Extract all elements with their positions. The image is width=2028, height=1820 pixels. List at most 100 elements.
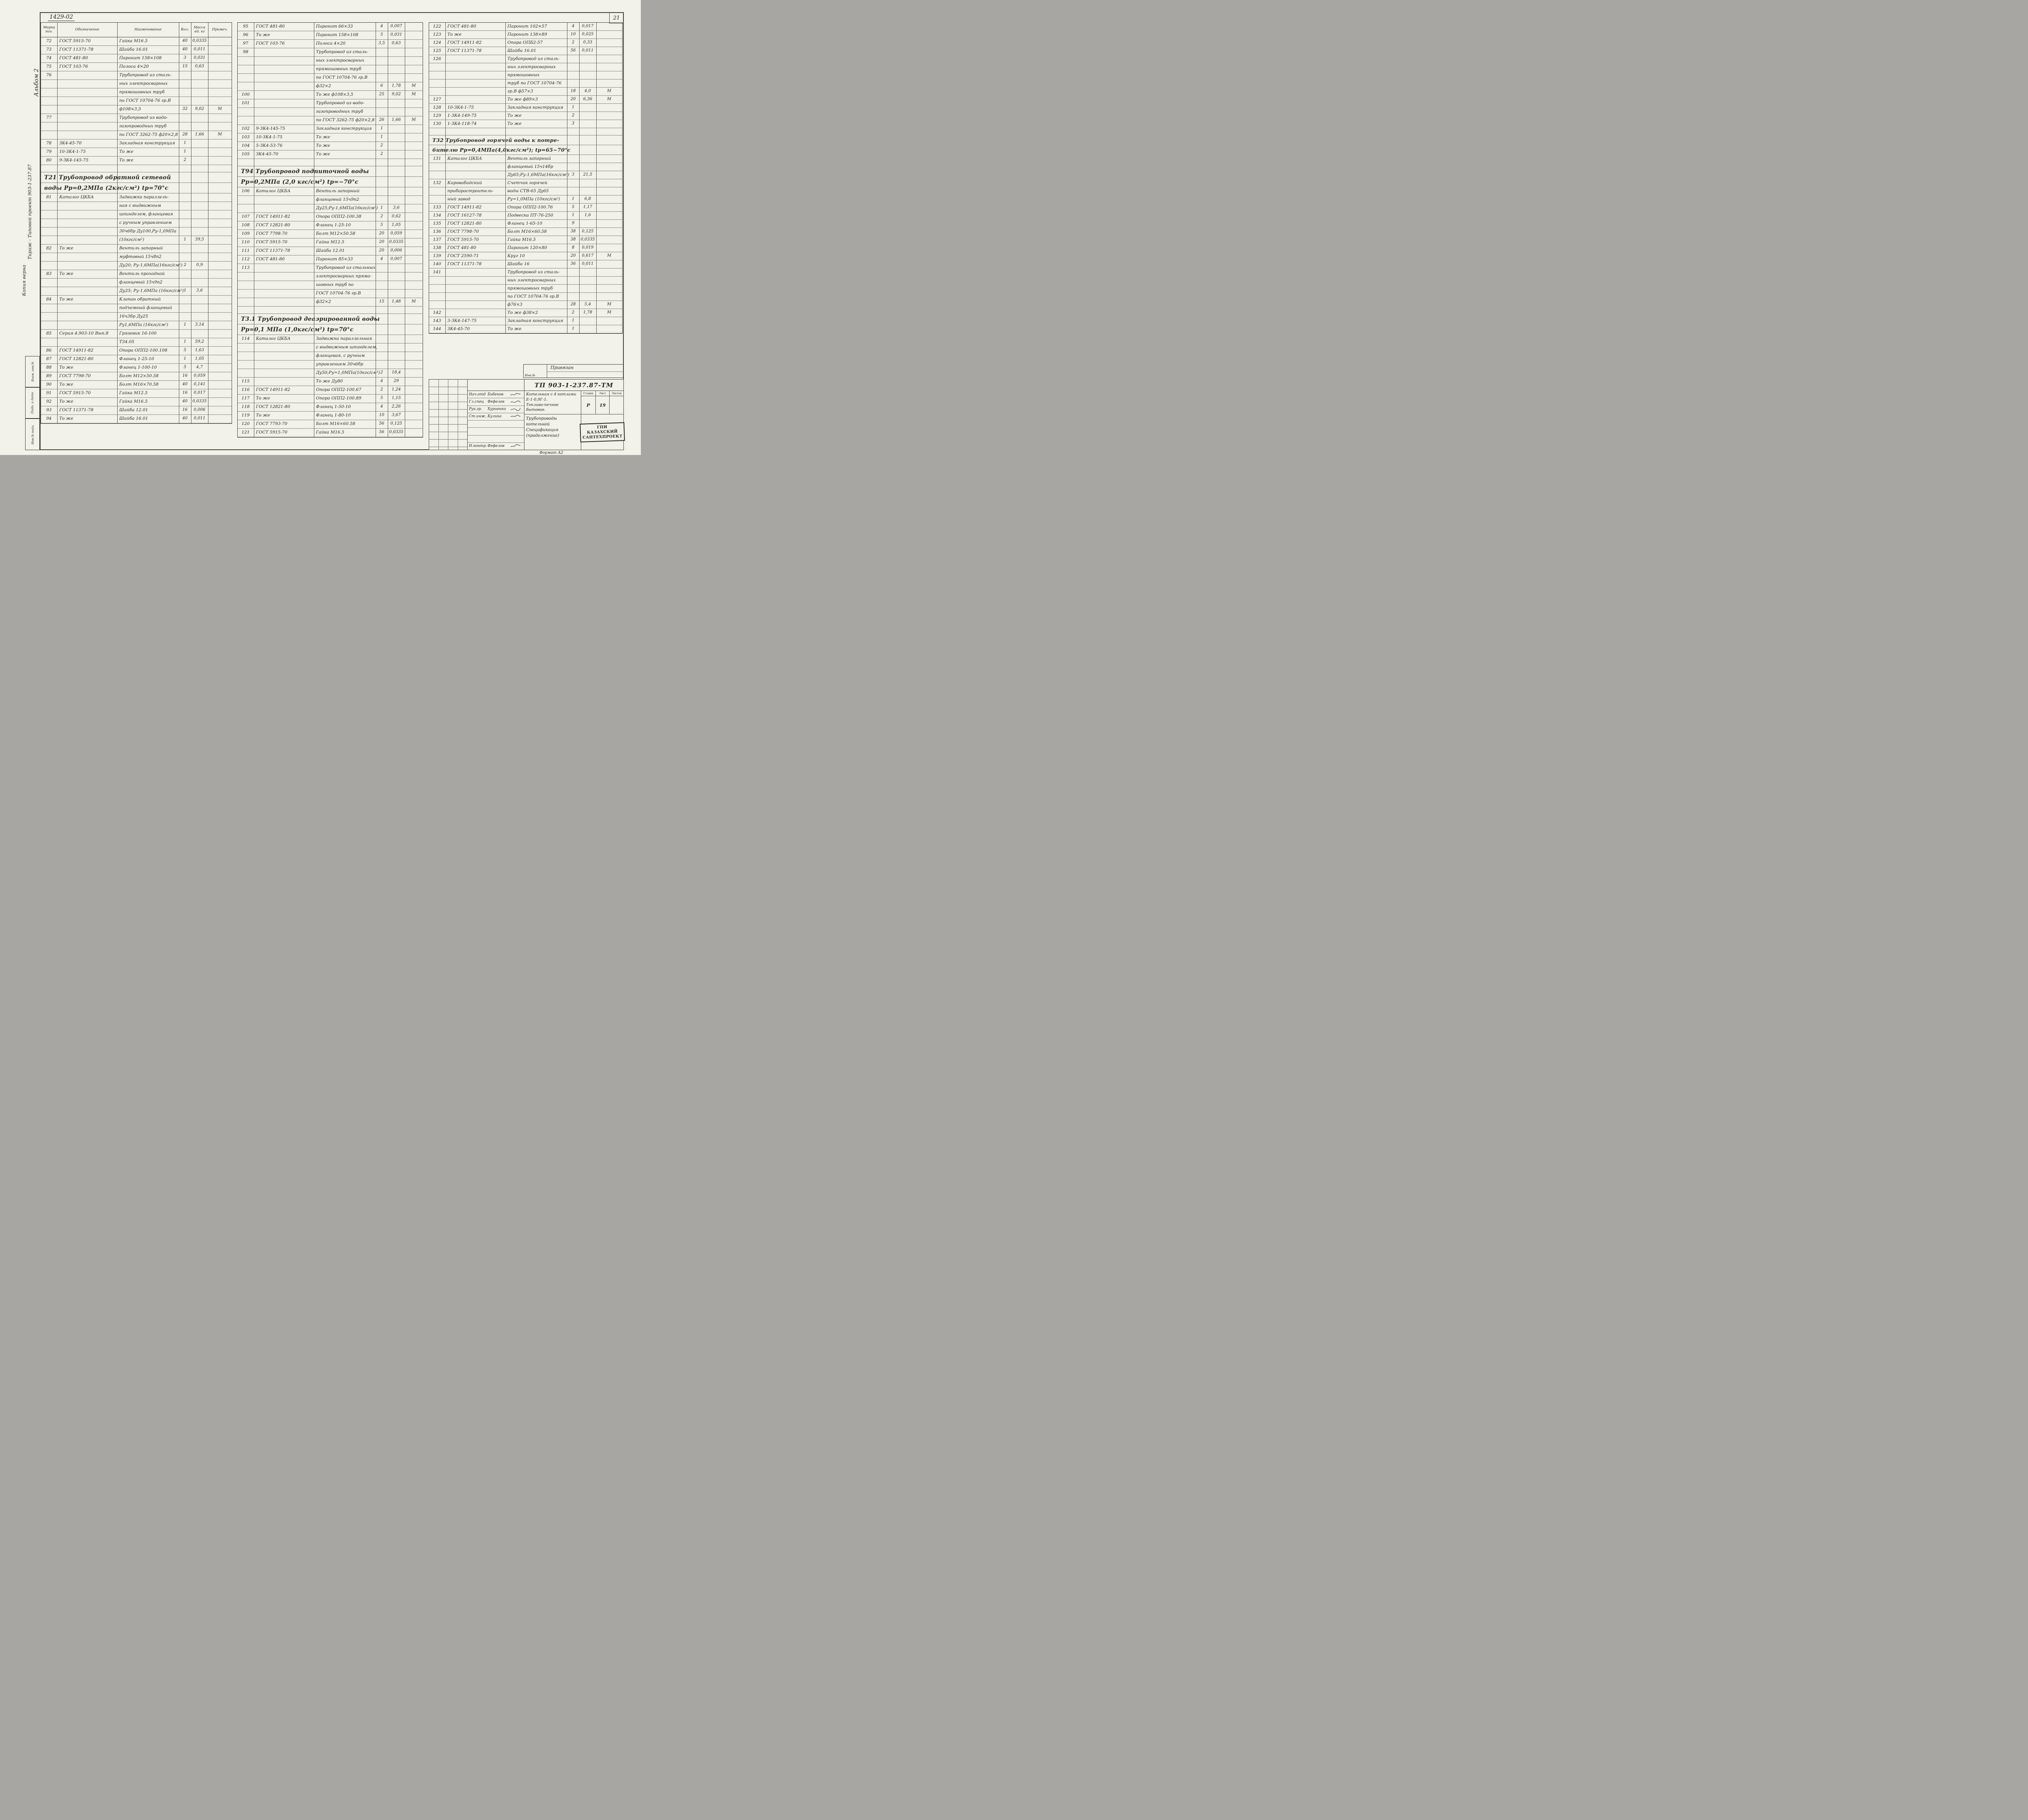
attachment-note: Привязан: [550, 365, 574, 370]
cell-pos: [41, 210, 57, 219]
blank-line: [41, 165, 232, 172]
spec-line: Ду25;Ру-1,6МПа(16кгс/см²) 1 3,6: [238, 204, 423, 213]
cell-note: [405, 255, 423, 264]
cell-note: [405, 420, 423, 428]
cell-designation: ГОСТ 11371-78: [59, 408, 94, 412]
cell-mass: 0,019: [582, 245, 594, 250]
cell-pos: 102: [241, 126, 250, 131]
cell-designation: ГОСТ 5915-70: [256, 240, 288, 245]
cell-qty: 2: [183, 263, 187, 267]
cell-designation: [57, 202, 117, 210]
section-heading-line: бителю Рр=0,4МПа(4,0кгс/см²); tр=65~70°с: [429, 145, 622, 155]
cell-note: [208, 114, 232, 122]
cell-qty: 10: [570, 32, 576, 36]
signature-row: Н.контр. Фефелов: [468, 443, 524, 450]
cell-note: [405, 429, 423, 437]
cell-note: [596, 204, 622, 211]
cell-name: Опора ОПП2-100.108: [119, 348, 168, 353]
sig-name: Хуриенко: [488, 407, 506, 412]
cell-pos: 128: [433, 105, 441, 110]
spec-line: 97 ГОСТ 103-76 Полоса 4×20 3,5 0,63: [238, 40, 423, 48]
cell-designation: [254, 196, 314, 204]
cell-name: То же ф89×3: [507, 97, 538, 102]
cell-mass: 21,5: [583, 172, 593, 177]
cell-pos: 141: [433, 270, 441, 275]
cell-note: [208, 236, 232, 244]
sig-name: Бибеков: [488, 392, 504, 397]
cell-pos: [429, 195, 445, 203]
cell-designation: ГОСТ 481-80: [59, 56, 88, 60]
cell-name: (10кгс/см²): [119, 237, 144, 242]
cell-mass: 1,6: [584, 213, 591, 217]
cell-designation: ГОСТ 481-80: [256, 257, 285, 262]
cell-pos: 110: [241, 240, 250, 245]
spec-line: 107 ГОСТ 14911-82 Опора ОПП2-100.38 2 0,62: [238, 213, 423, 221]
cell-qty: 36: [570, 262, 576, 266]
cell-note: [405, 378, 423, 386]
cell-qty: 2: [571, 113, 575, 118]
cell-name: Подвеска ПТ-76-250: [507, 213, 553, 218]
cell-name: Шайба 12.01: [316, 248, 345, 253]
spec-line: 113 Трубопровод из стальных: [238, 264, 423, 273]
cell-name: управлением 30ч6бр: [316, 362, 363, 367]
cell-name: Паронит 120×80: [507, 245, 547, 250]
cell-name: прямошовных труб: [119, 90, 165, 94]
cell-name: Ду25; Ру-1,6МПа (16кгс/см²): [119, 288, 184, 293]
cell-note: [405, 335, 423, 343]
spec-line: управлением 30ч6бр: [238, 361, 423, 369]
cell-pos: 88: [46, 365, 52, 370]
cell-note: [208, 406, 232, 414]
cell-note: [596, 195, 622, 203]
spec-line: 93 ГОСТ 11371-78 Шайба 12.01 16 0,006: [41, 406, 232, 415]
cell-designation: [445, 96, 505, 103]
cell-pos: 113: [241, 265, 250, 270]
cell-designation: ГОСТ 14911-82: [256, 387, 290, 392]
cell-qty: 3: [571, 121, 575, 126]
cell-designation: Серия 4.903-10 Вып.8: [59, 331, 109, 336]
cell-mass: [191, 122, 208, 131]
cell-designation: Каталог ЦКБА: [256, 189, 291, 193]
cell-note: [405, 213, 423, 221]
cell-name: Фланец 1-100-10: [119, 365, 157, 370]
cell-mass: [388, 361, 405, 369]
cell-mass: 1,15: [391, 396, 401, 400]
cell-qty: 1: [380, 206, 383, 210]
cell-name: Закладная конструкция: [316, 126, 372, 131]
header-designation: Обозначение: [75, 27, 99, 32]
spec-line: Ду25; Ру-1,6МПа (16кгс/см²) 1 3,6: [41, 287, 232, 296]
cell-mass: [579, 163, 596, 171]
spec-line: ный завод Ру=1,0МПа (10кгс/см²) 1 6,8: [429, 195, 622, 204]
section-heading-line: Т94 Трубопровод подпиточной воды: [238, 166, 423, 177]
cell-pos: 127: [433, 97, 441, 102]
spec-line: 88 То же Фланец 1-100-10 5 4,7: [41, 364, 232, 372]
cell-qty: 1: [183, 356, 187, 361]
header-mass: Масса ед. кг: [193, 25, 206, 34]
cell-qty: [179, 71, 191, 79]
stamp-podp-data: Подп. и дата: [25, 387, 40, 419]
cell-name: Болт М16×60.58: [316, 421, 355, 426]
cell-designation: ГОСТ 12821-80: [59, 356, 94, 361]
cell-note: [596, 55, 622, 63]
cell-pos: [238, 57, 254, 65]
cell-name: Ду25;Ру-1,6МПа(16кгс/см²): [316, 206, 378, 210]
cell-qty: 25: [379, 92, 385, 97]
cell-note: [208, 364, 232, 372]
cell-qty: 6: [380, 84, 383, 88]
cell-mass: 0,007: [390, 257, 402, 261]
cell-mass: [191, 330, 208, 338]
spec-line: 91 ГОСТ 5915-70 Гайка М12.5 16 0,017: [41, 389, 232, 398]
cell-mass: [191, 210, 208, 219]
cell-name: Гайка М12.5: [119, 391, 148, 395]
cell-mass: [191, 228, 208, 236]
cell-designation: [57, 131, 117, 139]
cell-pos: 136: [433, 229, 441, 234]
cell-designation: [254, 48, 314, 56]
cell-mass: 1,17: [583, 205, 593, 209]
spec-line: 84 То же Клапан обратный: [41, 296, 232, 304]
cell-qty: 1: [183, 322, 187, 327]
table-body-2: 95 ГОСТ 481-80 Паронит 66×33 4 0,007 96 То же П…: [238, 23, 423, 437]
cell-pos: 84: [46, 297, 52, 302]
cell-designation: Каталог ЦКБА: [256, 336, 291, 341]
cell-note: [405, 264, 423, 272]
cell-mass: 1,66: [391, 118, 401, 122]
